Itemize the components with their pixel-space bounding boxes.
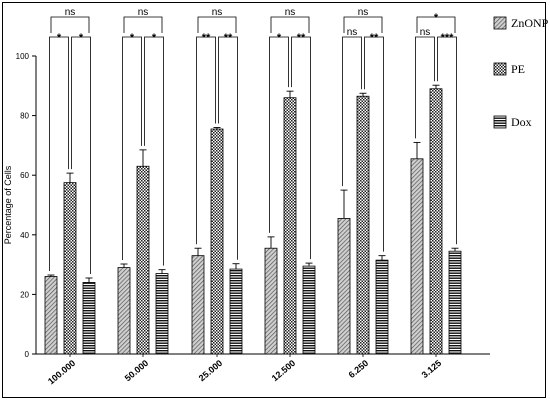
sig-ab-bracket — [122, 36, 142, 261]
x-ticks: 100.000 50.000 25.000 12.500 6.250 3.125 — [46, 354, 443, 386]
bar-dox — [375, 259, 389, 355]
sig-ac-label: ns — [358, 7, 369, 18]
sig-ac-label: ns — [65, 7, 76, 18]
y-tick-label: 80 — [20, 112, 29, 121]
sig-ab-bracket — [196, 36, 216, 245]
bar-pe — [210, 128, 224, 355]
sig-bc-label: *** — [441, 32, 455, 44]
y-tick-label: 60 — [20, 171, 29, 180]
sig-ab-label: * — [57, 32, 62, 44]
sig-ab-label: * — [277, 32, 282, 44]
sig-ac-label: * — [434, 12, 439, 24]
sig-ac-bracket — [270, 16, 310, 33]
sig-ab-label: * — [130, 32, 135, 44]
sig-ac-bracket — [197, 16, 237, 33]
sig-bc-bracket — [437, 36, 457, 245]
bar-znonp — [410, 158, 424, 355]
y-tick-label: 20 — [20, 290, 29, 299]
bar-znonp — [191, 255, 205, 355]
sig-bc-label: ** — [224, 32, 233, 44]
y-axis-label: Percentage of Cells — [3, 165, 13, 244]
legend-label-pe: PE — [511, 62, 525, 76]
bar-dox — [155, 273, 169, 355]
sig-bc-bracket — [364, 36, 384, 252]
sig-ac-label: ns — [285, 7, 296, 18]
y-tick-label: 100 — [16, 52, 30, 61]
bar-dox — [448, 250, 462, 355]
bar-znonp — [337, 218, 351, 355]
bar-znonp — [44, 276, 58, 355]
sig-ac-bracket — [123, 16, 163, 33]
bar-znonp — [264, 247, 278, 355]
sig-ac-label: ns — [138, 7, 149, 18]
bar-dox — [229, 268, 243, 355]
sig-bc-bracket — [291, 36, 311, 260]
sig-ac-bracket — [50, 16, 90, 33]
bar-pe — [136, 165, 150, 355]
x-tick-label: 3.125 — [420, 358, 444, 380]
sig-ac-bracket — [343, 16, 383, 33]
bar-pe — [283, 97, 297, 355]
x-tick-label: 6.250 — [347, 358, 371, 380]
sig-ab-bracket — [49, 36, 69, 272]
sig-bc-bracket — [218, 36, 238, 260]
sig-bc-bracket — [144, 36, 164, 266]
bars — [44, 88, 462, 355]
sig-ab-label: ** — [202, 32, 211, 44]
error-bars — [47, 84, 459, 283]
bar-znonp — [117, 267, 131, 355]
legend: ZnONP PE Dox — [493, 16, 549, 129]
bar-pe — [63, 182, 77, 355]
bar-dox — [82, 282, 96, 355]
bar-pe — [429, 88, 443, 355]
bar-dox — [302, 265, 316, 355]
sig-bc-label: * — [152, 32, 157, 44]
sig-ab-label: ns — [420, 27, 431, 38]
x-tick-label: 50.000 — [123, 358, 151, 383]
legend-swatch-pe — [493, 62, 507, 76]
sig-ab-label: ns — [347, 27, 358, 38]
x-tick-label: 100.000 — [46, 358, 77, 387]
legend-label-dox: Dox — [511, 115, 532, 129]
sig-ac-label: ns — [212, 7, 223, 18]
y-tick-label: 0 — [25, 350, 30, 359]
sig-ab-bracket — [342, 36, 362, 187]
y-tick-label: 40 — [20, 231, 29, 240]
sig-bc-label: ** — [297, 32, 306, 44]
bar-pe — [356, 95, 370, 355]
legend-swatch-znonp — [493, 16, 507, 30]
sig-bc-label: ** — [370, 32, 379, 44]
sig-ab-bracket — [415, 36, 435, 139]
sig-bc-bracket — [71, 36, 91, 275]
legend-swatch-dox — [493, 115, 507, 129]
sig-ab-bracket — [269, 36, 289, 233]
x-tick-label: 12.500 — [270, 358, 298, 383]
sig-bc-label: * — [79, 32, 84, 44]
legend-label-znonp: ZnONP — [511, 16, 549, 30]
x-tick-label: 25.000 — [197, 358, 225, 383]
sig-ac-bracket — [416, 16, 456, 33]
y-ticks: 0 20 40 60 80 100 — [16, 52, 36, 359]
